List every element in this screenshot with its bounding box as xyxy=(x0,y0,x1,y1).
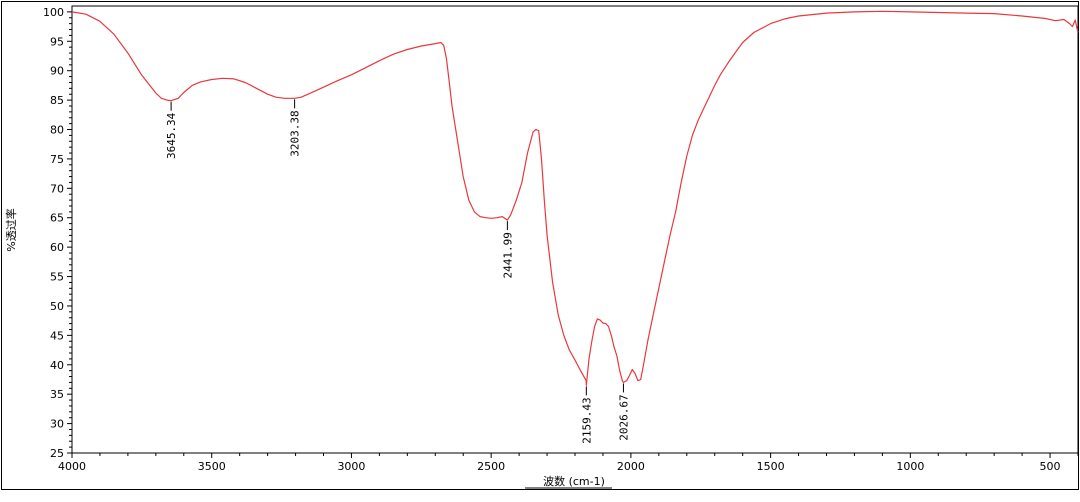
y-tick-label: 30 xyxy=(50,418,64,431)
y-tick-label: 60 xyxy=(50,241,64,254)
x-tick-label: 3000 xyxy=(337,460,365,473)
peak-label: 2159.43 xyxy=(580,397,593,443)
x-tick-label: 1500 xyxy=(757,460,785,473)
peak-label: 2441.99 xyxy=(501,232,514,278)
x-tick-label: 500 xyxy=(1040,460,1061,473)
y-axis-title: %透过率 xyxy=(4,208,18,251)
y-tick-label: 45 xyxy=(50,329,64,342)
y-tick-label: 75 xyxy=(50,153,64,166)
peak-label: 3203.38 xyxy=(289,110,302,156)
y-tick-label: 55 xyxy=(50,271,64,284)
y-tick-label: 40 xyxy=(50,359,64,372)
x-axis-title: 波数 (cm-1) xyxy=(543,475,605,488)
y-tick-label: 25 xyxy=(50,447,64,460)
peak-label: 2026.67 xyxy=(617,394,630,440)
y-tick-label: 85 xyxy=(50,94,64,107)
peak-annotations: 3645.34 3203.38 2441.99 2159.43 2026.67 xyxy=(165,99,630,444)
x-axis-ticks: 4000 3500 3000 2500 2000 1500 1000 500 xyxy=(58,453,1079,473)
y-tick-label: 80 xyxy=(50,124,64,137)
x-tick-label: 4000 xyxy=(58,460,86,473)
y-tick-label: 95 xyxy=(50,35,64,48)
y-tick-label: 35 xyxy=(50,388,64,401)
y-tick-label: 100 xyxy=(43,6,64,19)
outer-frame xyxy=(1,1,1079,490)
y-tick-label: 50 xyxy=(50,300,64,313)
x-tick-label: 2500 xyxy=(477,460,505,473)
peak-label: 3645.34 xyxy=(165,112,178,159)
y-axis-ticks: 25 30 35 40 45 50 55 60 65 70 75 80 85 90 95 100 xyxy=(43,6,72,460)
plot-frame xyxy=(71,5,1079,454)
y-tick-label: 90 xyxy=(50,65,64,78)
x-tick-label: 3500 xyxy=(198,460,226,473)
x-tick-label: 1000 xyxy=(896,460,924,473)
x-tick-label: 2000 xyxy=(617,460,645,473)
spectrum-series-line xyxy=(71,10,1079,386)
y-tick-label: 70 xyxy=(50,182,64,195)
y-tick-label: 65 xyxy=(50,212,64,225)
